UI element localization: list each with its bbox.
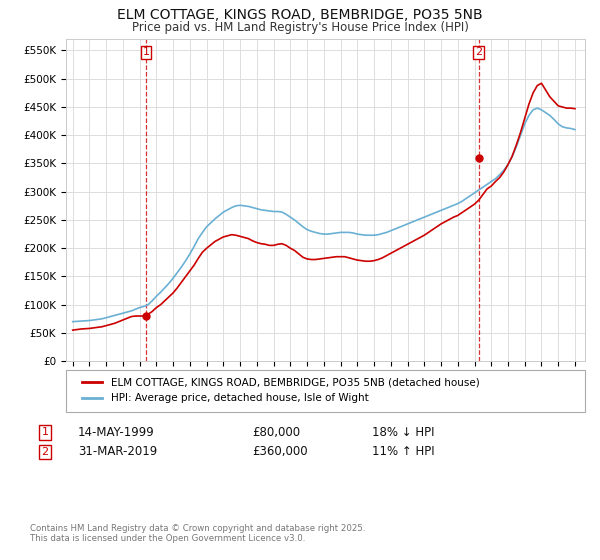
Text: 1: 1: [41, 427, 49, 437]
Text: 2: 2: [41, 447, 49, 457]
Text: 31-MAR-2019: 31-MAR-2019: [78, 445, 157, 459]
Text: Price paid vs. HM Land Registry's House Price Index (HPI): Price paid vs. HM Land Registry's House …: [131, 21, 469, 34]
Text: 14-MAY-1999: 14-MAY-1999: [78, 426, 155, 439]
Text: £80,000: £80,000: [252, 426, 300, 439]
FancyBboxPatch shape: [66, 370, 585, 412]
Legend: ELM COTTAGE, KINGS ROAD, BEMBRIDGE, PO35 5NB (detached house), HPI: Average pric: ELM COTTAGE, KINGS ROAD, BEMBRIDGE, PO35…: [76, 373, 485, 408]
Text: Contains HM Land Registry data © Crown copyright and database right 2025.
This d: Contains HM Land Registry data © Crown c…: [30, 524, 365, 543]
Text: 18% ↓ HPI: 18% ↓ HPI: [372, 426, 434, 439]
Text: 11% ↑ HPI: 11% ↑ HPI: [372, 445, 434, 459]
Text: 1: 1: [142, 47, 149, 57]
Text: £360,000: £360,000: [252, 445, 308, 459]
Text: ELM COTTAGE, KINGS ROAD, BEMBRIDGE, PO35 5NB: ELM COTTAGE, KINGS ROAD, BEMBRIDGE, PO35…: [117, 8, 483, 22]
Text: 2: 2: [475, 47, 482, 57]
